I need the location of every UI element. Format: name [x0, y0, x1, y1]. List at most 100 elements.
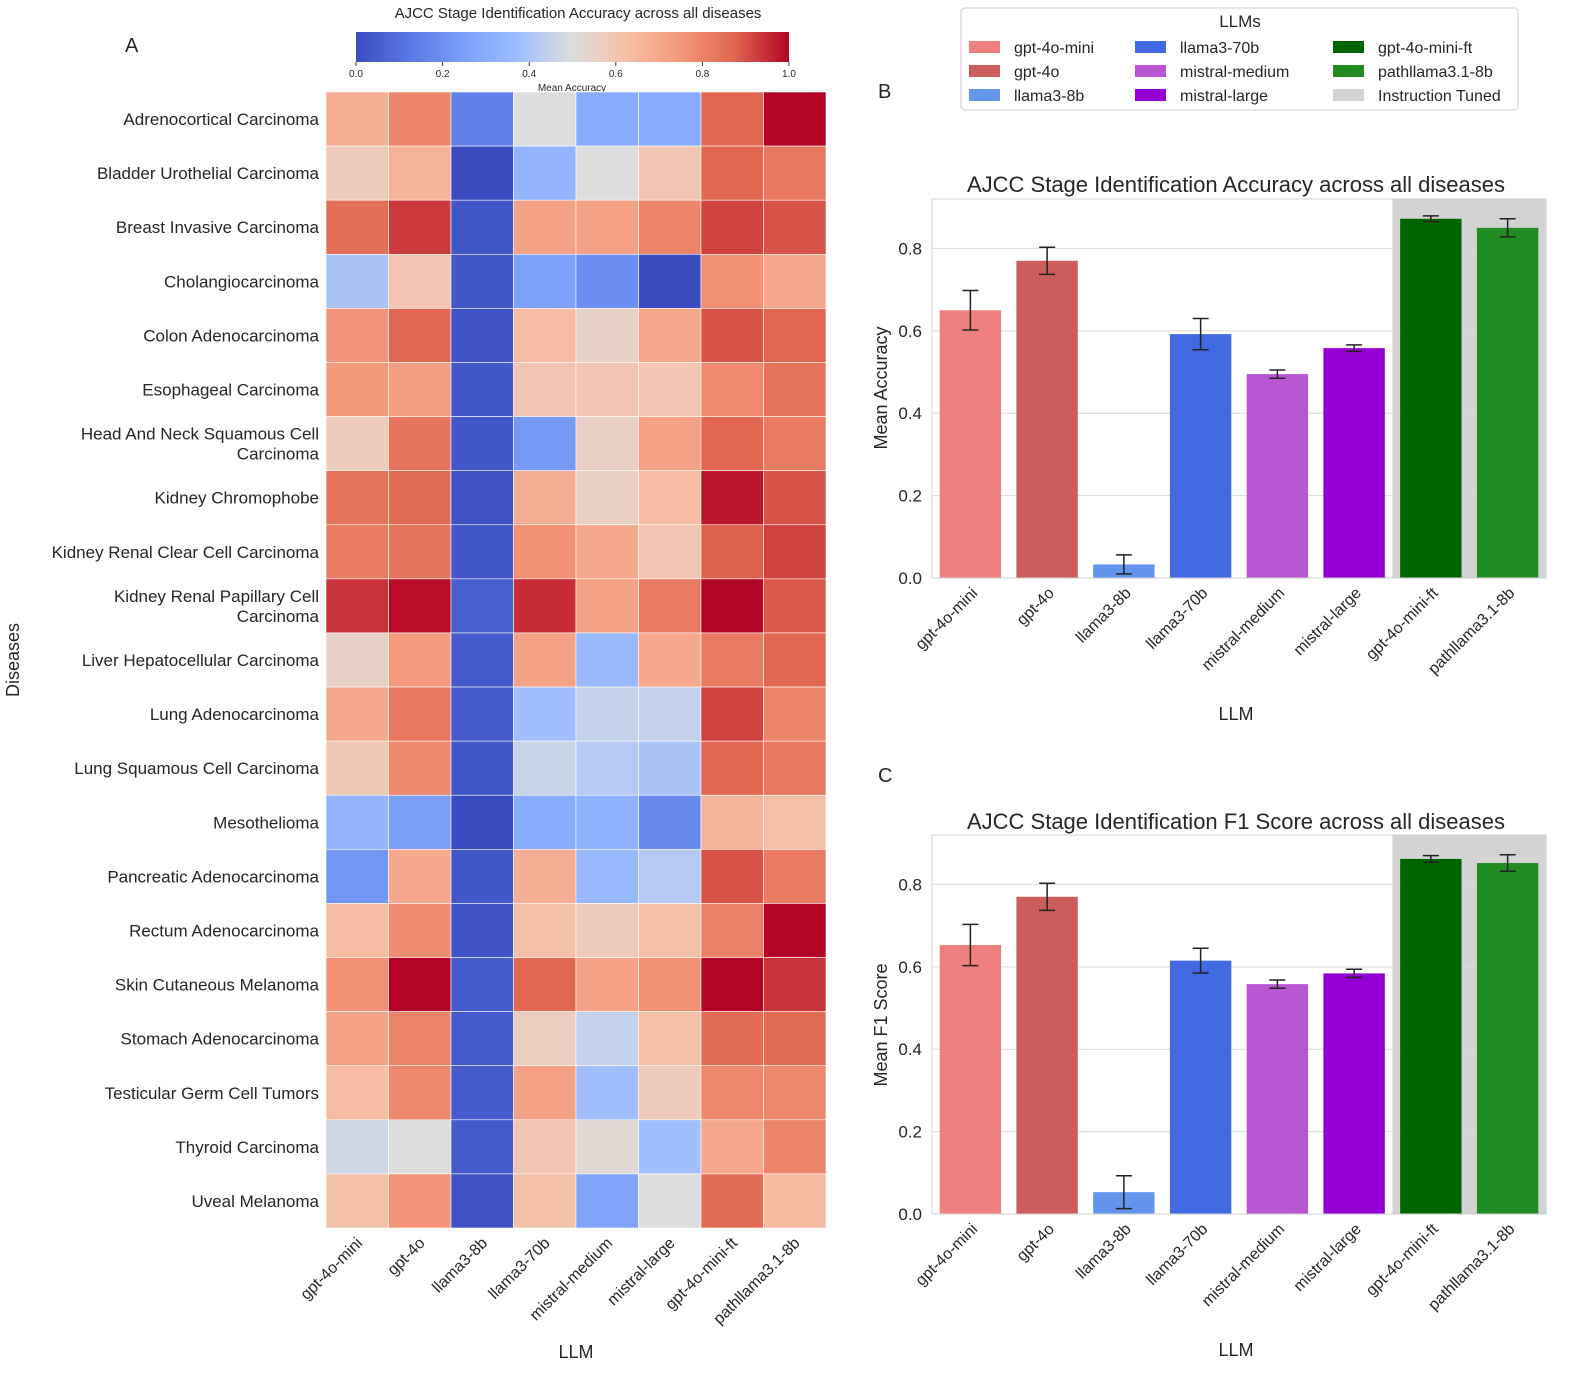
heatmap-title: AJCC Stage Identification Accuracy acros… — [395, 5, 762, 22]
heatmap-cell — [700, 849, 764, 904]
heatmap-cell — [575, 91, 639, 147]
panel-label-c: C — [878, 765, 892, 787]
bar — [1246, 984, 1309, 1214]
heatmap-cell — [700, 957, 764, 1012]
heatmap-cell — [763, 91, 827, 147]
heatmap-cell — [325, 686, 389, 742]
heatmap-cell — [763, 686, 827, 742]
heatmap-cell — [325, 794, 389, 850]
heatmap-cell — [388, 957, 452, 1012]
heatmap-cell — [575, 794, 639, 850]
heatmap-cell — [513, 145, 577, 201]
f1-chart-title: AJCC Stage Identification F1 Score acros… — [967, 809, 1505, 834]
heatmap-cell — [638, 308, 702, 363]
heatmap-row-label-line: Liver Hepatocellular Carcinoma — [82, 651, 320, 670]
heatmap-cell — [763, 1011, 827, 1067]
bar — [1169, 960, 1232, 1214]
heatmap-cell — [700, 740, 764, 796]
heatmap-cell — [450, 470, 514, 526]
legend-title: LLMs — [1219, 12, 1261, 31]
heatmap-cell — [388, 1119, 452, 1175]
bar — [1323, 973, 1385, 1214]
heatmap-column-label: gpt-4o — [385, 1235, 429, 1279]
heatmap-cell — [763, 416, 827, 471]
heatmap-cell — [513, 1065, 577, 1121]
heatmap-row-label: Lung Squamous Cell Carcinoma — [74, 759, 319, 778]
heatmap-cell — [450, 903, 514, 958]
y-tick-label: 0.6 — [898, 958, 922, 977]
heatmap-cell — [388, 686, 452, 742]
x-tick-label: gpt-4o-mini — [913, 585, 982, 654]
bar — [1400, 218, 1462, 578]
f1-y-axis-label: Mean F1 Score — [871, 963, 891, 1086]
heatmap-row-label-line: Pancreatic Adenocarcinoma — [107, 867, 319, 886]
plot-frame — [931, 198, 1547, 579]
heatmap-cell — [325, 578, 389, 634]
heatmap-row-label: Mesothelioma — [213, 813, 319, 832]
bar — [1323, 348, 1385, 578]
heatmap-cell — [575, 308, 639, 363]
heatmap-row-label: Testicular Germ Cell Tumors — [105, 1084, 319, 1103]
heatmap-row-labels: Adrenocortical Carcinoma Bladder Urotheli… — [52, 110, 320, 1211]
heatmap-cell — [638, 524, 702, 580]
legend-label: mistral-medium — [1180, 64, 1289, 81]
heatmap-cell — [513, 578, 577, 634]
heatmap-row-label-line: Thyroid Carcinoma — [175, 1138, 319, 1157]
heatmap-cell — [700, 686, 764, 742]
heatmap-cell — [325, 362, 389, 417]
heatmap-cell — [325, 1119, 389, 1175]
plot-frame — [931, 834, 1547, 1215]
x-tick-label: gpt-4o-mini-ft — [1363, 584, 1442, 663]
heatmap-y-axis-label: Diseases — [3, 623, 23, 697]
heatmap-cell — [575, 524, 639, 580]
heatmap-row-label-line: Breast Invasive Carcinoma — [116, 218, 320, 237]
legend-frame — [960, 7, 1519, 111]
heatmap-row-label-line: Carcinoma — [237, 445, 320, 464]
heatmap-row-label-line: Bladder Urothelial Carcinoma — [97, 164, 320, 183]
heatmap-cell — [638, 578, 702, 634]
heatmap-row-label: Kidney Chromophobe — [155, 489, 319, 508]
legend-label: pathllama3.1-8b — [1378, 64, 1493, 81]
heatmap-cell — [388, 903, 452, 958]
heatmap-row-label-line: Mesothelioma — [213, 813, 319, 832]
heatmap-column-labels: gpt-4o-mini gpt-4o llama3-8bllama3-70bmist… — [298, 1234, 804, 1328]
heatmap-cell — [700, 1011, 764, 1067]
legend-label: llama3-8b — [1014, 88, 1084, 105]
heatmap-cell — [700, 578, 764, 634]
heatmap-cell — [325, 91, 389, 147]
heatmap-cell — [388, 199, 452, 255]
heatmap-cell — [638, 1173, 702, 1229]
heatmap-cell — [763, 362, 827, 417]
heatmap-row-label: Kidney Renal Clear Cell Carcinoma — [52, 543, 320, 562]
heatmap-cell — [513, 903, 577, 958]
heatmap-cell — [638, 199, 702, 255]
heatmap-cell — [325, 957, 389, 1012]
heatmap-row-label-line: Kidney Chromophobe — [155, 489, 319, 508]
heatmap-row-label: Thyroid Carcinoma — [175, 1138, 319, 1157]
heatmap-cell — [638, 740, 702, 796]
heatmap-cell — [513, 1119, 577, 1175]
legend: LLMs gpt-4o-mini gpt-4o llama3-8b llama3-70… — [960, 7, 1519, 111]
panel-label-a: A — [125, 35, 139, 57]
heatmap-row-label-line: Colon Adenocarcinoma — [143, 326, 319, 345]
heatmap-cell — [638, 849, 702, 904]
heatmap-cell — [513, 253, 577, 309]
y-tick-label: 0.8 — [898, 239, 922, 258]
heatmap-cell — [450, 199, 514, 255]
heatmap-cell — [388, 145, 452, 201]
heatmap-cell — [325, 1011, 389, 1067]
legend-swatch — [1135, 65, 1166, 77]
heatmap-row-label-line: Kidney Renal Papillary Cell — [114, 587, 319, 606]
heatmap-cell — [575, 957, 639, 1012]
heatmap-cell — [325, 740, 389, 796]
heatmap-cell — [450, 416, 514, 471]
heatmap-column-label: gpt-4o-mini — [298, 1235, 367, 1304]
legend-swatch — [1135, 41, 1166, 53]
heatmap-row-label: Stomach Adenocarcinoma — [121, 1030, 320, 1049]
heatmap-panel: AJCC Stage Identification Accuracy acros… — [3, 5, 827, 1362]
accuracy-chart-title: AJCC Stage Identification Accuracy acros… — [967, 172, 1505, 197]
heatmap-cell — [575, 849, 639, 904]
heatmap-cell — [575, 1119, 639, 1175]
heatmap-cell — [638, 632, 702, 688]
heatmap-cell — [325, 416, 389, 471]
